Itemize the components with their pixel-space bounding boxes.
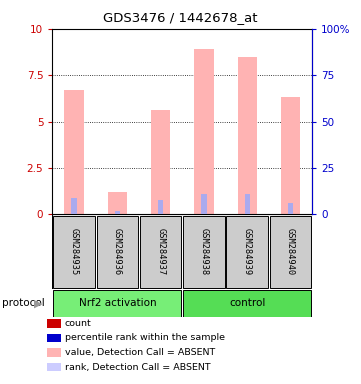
Text: GSM284935: GSM284935: [70, 228, 78, 275]
FancyBboxPatch shape: [53, 216, 95, 288]
Bar: [281, 98, 300, 214]
Bar: [158, 200, 163, 214]
Bar: [194, 49, 214, 214]
Bar: [245, 194, 250, 214]
FancyBboxPatch shape: [183, 216, 225, 288]
FancyBboxPatch shape: [183, 290, 312, 317]
Bar: [201, 194, 206, 214]
FancyBboxPatch shape: [96, 216, 138, 288]
Text: GSM284938: GSM284938: [200, 228, 208, 275]
Text: GSM284940: GSM284940: [286, 228, 295, 275]
Text: protocol: protocol: [2, 298, 44, 308]
Text: percentile rank within the sample: percentile rank within the sample: [65, 333, 225, 343]
FancyBboxPatch shape: [226, 216, 268, 288]
Bar: [238, 56, 257, 214]
Text: GDS3476 / 1442678_at: GDS3476 / 1442678_at: [103, 11, 258, 24]
Text: GSM284936: GSM284936: [113, 228, 122, 275]
Text: Nrf2 activation: Nrf2 activation: [78, 298, 156, 308]
Text: GSM284937: GSM284937: [156, 228, 165, 275]
Bar: [151, 111, 170, 214]
Text: ▶: ▶: [34, 298, 42, 308]
Bar: [108, 192, 127, 214]
Bar: [71, 198, 77, 214]
Bar: [115, 212, 120, 214]
Text: count: count: [65, 319, 92, 328]
Bar: [64, 90, 84, 214]
FancyBboxPatch shape: [270, 216, 312, 288]
Bar: [288, 203, 293, 214]
FancyBboxPatch shape: [53, 290, 182, 317]
Text: value, Detection Call = ABSENT: value, Detection Call = ABSENT: [65, 348, 215, 357]
FancyBboxPatch shape: [140, 216, 182, 288]
Text: control: control: [229, 298, 265, 308]
Text: rank, Detection Call = ABSENT: rank, Detection Call = ABSENT: [65, 362, 210, 372]
Text: GSM284939: GSM284939: [243, 228, 252, 275]
